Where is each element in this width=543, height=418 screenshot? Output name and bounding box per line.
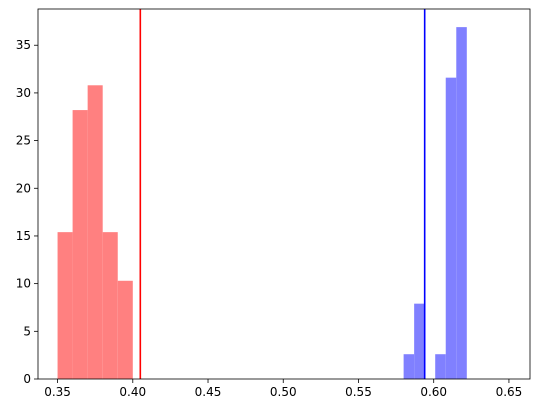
x-tick-label: 0.55: [345, 385, 372, 399]
x-tick-label: 0.50: [270, 385, 297, 399]
y-tick-label: 10: [16, 277, 31, 291]
y-tick-label: 25: [16, 134, 31, 148]
histogram-bar: [414, 303, 425, 379]
y-tick-label: 35: [16, 38, 31, 52]
y-tick-label: 30: [16, 86, 31, 100]
histogram-bar: [102, 232, 118, 379]
histogram-bar: [403, 354, 415, 379]
histogram-bar: [456, 27, 467, 379]
y-tick-label: 5: [23, 324, 31, 338]
x-axis: 0.35 0.40 0.45 0.50 0.55 0.60 0.65: [44, 379, 522, 399]
bars-layer: [57, 27, 467, 380]
reference-lines-layer: [139, 9, 426, 379]
histogram-bar: [117, 280, 133, 379]
histogram-bar: [445, 77, 457, 379]
plot-frame: [37, 8, 531, 380]
x-tick-label: 0.60: [420, 385, 447, 399]
y-tick-label: 15: [16, 229, 31, 243]
histogram-bar: [57, 232, 73, 379]
y-tick-label: 20: [16, 181, 31, 195]
x-tick-label: 0.35: [44, 385, 71, 399]
histogram-bar: [72, 110, 88, 380]
y-axis: 0 5 10 15 20 25 30 35: [16, 38, 38, 386]
x-tick-label: 0.45: [195, 385, 222, 399]
y-tick-label: 0: [23, 372, 31, 386]
x-tick-label: 0.40: [119, 385, 146, 399]
x-tick-label: 0.65: [496, 385, 523, 399]
histogram-bar: [87, 85, 103, 379]
histogram-bar: [435, 354, 446, 379]
